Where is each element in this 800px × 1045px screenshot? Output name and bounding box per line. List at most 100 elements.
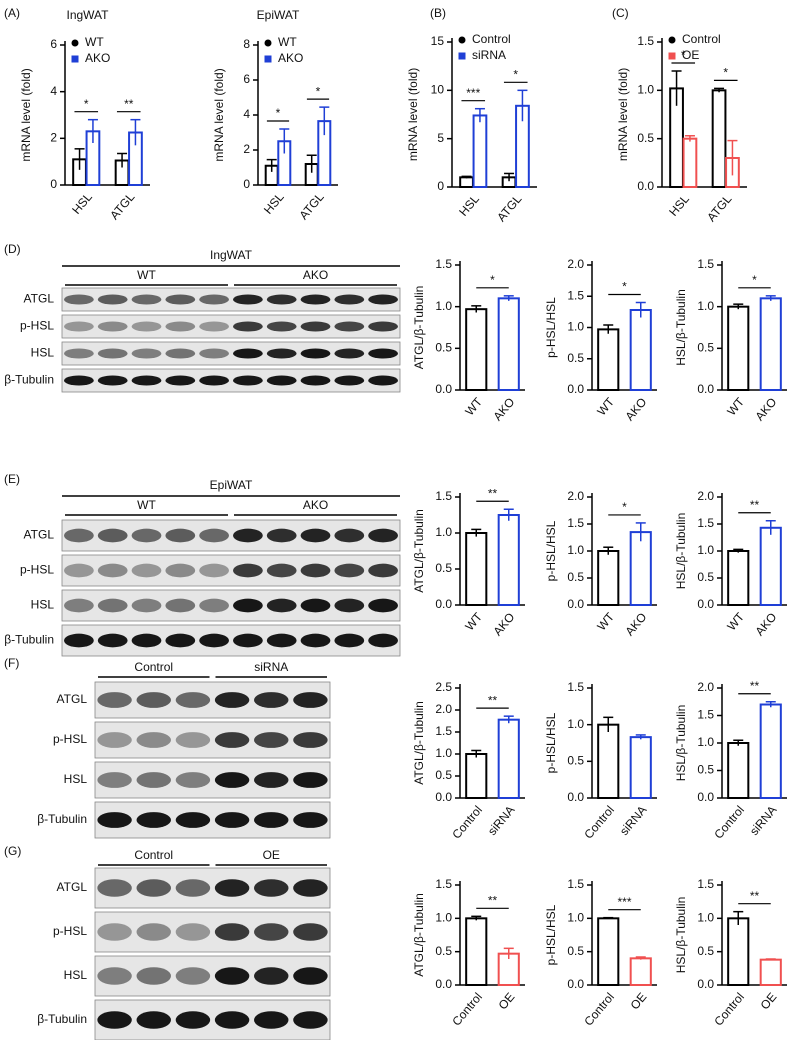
bar [465,753,488,799]
y-tick-label: 0.0 [435,382,452,396]
y-tick-label: 1.5 [567,877,584,891]
chart-title: IngWAT [66,8,109,22]
bar [497,514,520,606]
blot-band [233,598,263,613]
blot-band [254,1011,289,1029]
x-tick-label: siRNA [747,803,780,838]
significance-label: * [513,68,518,82]
y-tick-label: 15 [431,34,445,48]
blot-band [64,598,94,613]
blot-band [300,633,331,648]
y-tick-label: 0.5 [435,341,452,355]
panel-label: (G) [4,844,21,858]
x-tick-label: Control [581,803,617,842]
blot-band [300,528,331,543]
blot-band [334,348,365,359]
y-tick-label: 0.5 [435,944,452,958]
x-tick-label: AKO [490,395,517,423]
blot-band [293,923,328,941]
blot-band [266,528,297,543]
blot-band [131,294,162,305]
blot-band [300,321,331,332]
blot-band [293,732,328,748]
bar [759,703,782,799]
y-tick-label: 1.5 [435,724,452,738]
y-tick-label: 0.5 [697,763,714,777]
x-tick-label: HSL [666,192,692,219]
blot-row-label: ATGL [24,292,55,306]
x-tick-label: WT [462,609,485,633]
blot-band [334,563,365,578]
x-tick-label: AKO [490,610,517,638]
panel-label: (D) [4,242,21,256]
blot-band [64,633,94,648]
blot-band [293,1011,328,1029]
blot-band [300,348,331,359]
legend-label: OE [682,48,699,62]
legend-label: Control [682,32,721,46]
blot-band [293,967,328,985]
significance-label: * [622,500,627,514]
blot-band [266,348,297,359]
y-axis-label: ATGL/β-Tubulin [412,893,426,977]
blot-strip [61,368,401,393]
y-tick-label: 0.0 [697,597,714,611]
blot-row-label: HSL [31,598,55,612]
legend-marker [264,55,272,63]
y-tick-label: 0.0 [697,977,714,991]
blot-band [368,563,398,578]
panel-label: (C) [612,6,629,20]
blot-band [97,1011,132,1029]
blot-band [233,321,263,332]
blot-band [97,528,128,543]
x-tick-label: OE [496,990,518,1012]
blot-band [165,321,196,332]
significance-label: *** [617,895,631,909]
bar [629,531,652,606]
blot-band [266,633,297,648]
bar [597,723,620,800]
bar [629,736,652,800]
legend-label: WT [85,35,104,49]
y-tick-label: 0.0 [435,597,452,611]
blot-band [214,923,250,941]
y-axis-label: HSL/β-Tubulin [674,513,688,590]
blot-band [214,1011,250,1029]
blot-band [266,598,297,613]
blot-band [136,967,171,985]
blot-band [254,732,289,748]
legend-label: Control [472,32,511,46]
y-tick-label: 6 [50,37,57,51]
y-tick-label: 1.0 [567,320,584,334]
blot-band [199,348,229,359]
y-tick-label: 10 [431,83,445,97]
blot-band [97,598,128,613]
blot-band [165,294,196,305]
x-tick-label: ATGL [704,192,735,225]
x-tick-label: HSL [261,190,287,217]
blot-band [175,923,211,941]
blot-group: Control [134,660,173,674]
blot-band [64,294,94,305]
significance-label: * [316,84,321,98]
blot-band [175,967,211,985]
y-tick-label: 0.5 [567,351,584,365]
blot-band [334,375,365,386]
blot-strip [94,761,331,799]
legend-marker [264,39,272,47]
blot-band [97,633,128,648]
significance-label: * [84,97,89,111]
significance-label: * [622,280,627,294]
blot-band [165,375,196,386]
blot-strip [94,681,331,719]
y-tick-label: 1.5 [697,708,714,722]
y-tick-label: 0.5 [567,944,584,958]
blot-strip [94,999,331,1041]
x-tick-label: WT [724,609,747,633]
x-tick-label: AKO [752,610,779,638]
y-tick-label: 0 [243,177,250,191]
significance-label: * [276,106,281,120]
x-tick-label: OE [628,990,650,1012]
